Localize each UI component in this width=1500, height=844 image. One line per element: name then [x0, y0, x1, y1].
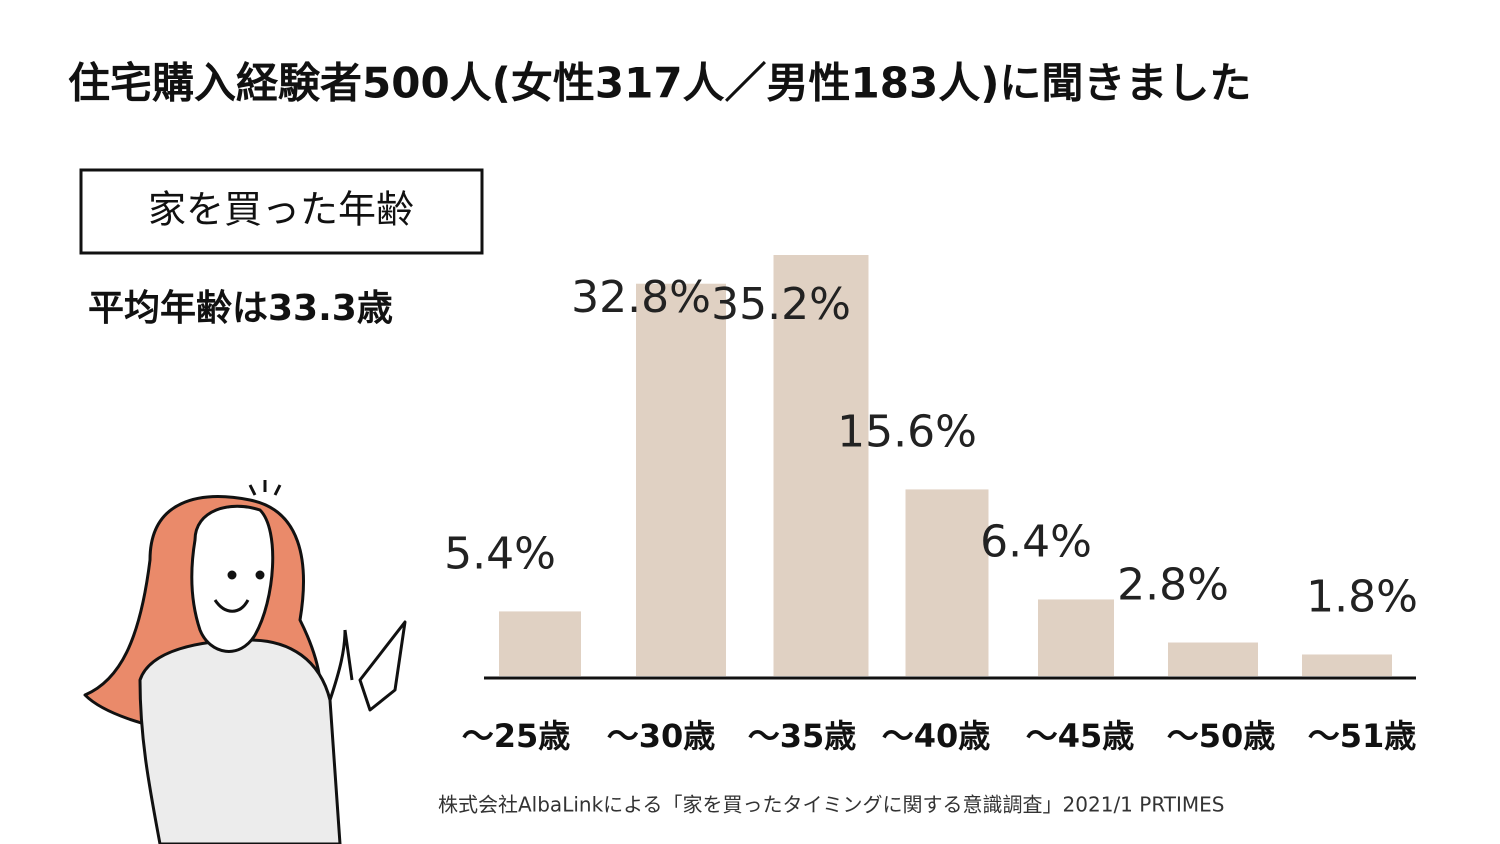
value-label: 1.8% — [1306, 571, 1418, 622]
bar — [499, 611, 581, 676]
bar — [1302, 654, 1392, 676]
x-tick-label: ～25歳 — [462, 717, 571, 755]
bar — [1038, 599, 1114, 676]
value-label: 2.8% — [1117, 560, 1229, 611]
value-label: 5.4% — [444, 528, 556, 579]
bar — [1168, 642, 1258, 676]
chart-title: 住宅購入経験者500人(女性317人／男性183人)に聞きました — [68, 59, 1251, 108]
x-tick-label: ～45歳 — [1026, 717, 1135, 755]
bar — [773, 255, 869, 676]
x-tick-label: ～30歳 — [607, 717, 716, 755]
value-label: 32.8% — [571, 272, 711, 323]
source: 株式会社AlbaLinkによる「家を買ったタイミングに関する意識調査」2021/… — [438, 793, 1224, 817]
value-label: 15.6% — [837, 406, 977, 457]
subtitle-box — [79, 168, 484, 255]
bar — [905, 489, 989, 676]
annotation: 平均年齢は33.3歳 — [88, 288, 393, 329]
value-label: 6.4% — [980, 516, 1092, 567]
illustration — [83, 480, 407, 844]
bar — [636, 283, 726, 676]
x-tick-label: ～35歳 — [748, 717, 857, 755]
x-tick-label: ～50歳 — [1167, 717, 1276, 755]
x-tick-label: ～51歳 — [1308, 717, 1417, 755]
chart-subtitle: 家を買った年齢 — [148, 188, 414, 232]
x-tick-label: ～40歳 — [882, 717, 991, 755]
value-label: 35.2% — [711, 279, 851, 330]
